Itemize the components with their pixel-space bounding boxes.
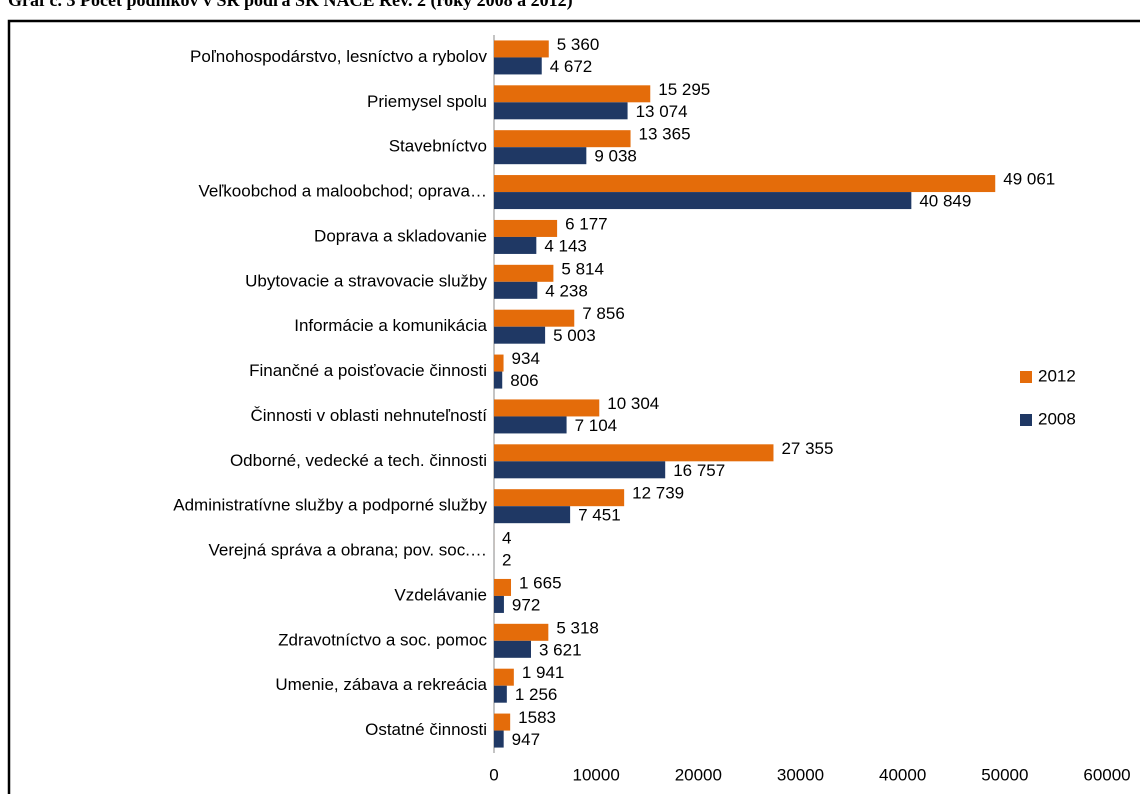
data-label: 6 177 bbox=[565, 214, 608, 233]
bar bbox=[494, 40, 549, 58]
bar bbox=[494, 668, 514, 686]
data-label: 3 621 bbox=[539, 640, 582, 659]
data-label: 49 061 bbox=[1003, 170, 1055, 189]
bar bbox=[494, 192, 912, 210]
x-tick-label: 30000 bbox=[777, 765, 824, 784]
bar bbox=[494, 461, 666, 479]
bar bbox=[494, 713, 511, 731]
bar bbox=[494, 130, 631, 148]
category-label: Administratívne služby a podporné služby bbox=[173, 496, 487, 515]
data-label: 4 672 bbox=[550, 57, 593, 76]
bar bbox=[494, 623, 549, 641]
x-tick-label: 60000 bbox=[1083, 765, 1130, 784]
x-tick-label: 20000 bbox=[675, 765, 722, 784]
bar bbox=[494, 175, 996, 193]
bar bbox=[494, 595, 504, 613]
x-tick-label: 50000 bbox=[981, 765, 1028, 784]
category-label: Priemysel spolu bbox=[367, 92, 487, 111]
legend-swatch bbox=[1020, 414, 1032, 426]
data-label: 1583 bbox=[518, 708, 556, 727]
data-label: 13 074 bbox=[636, 102, 688, 121]
bar bbox=[494, 236, 537, 254]
category-label: Činnosti v oblasti nehnuteľností bbox=[251, 406, 488, 425]
bar bbox=[494, 685, 507, 703]
category-label: Poľnohospodárstvo, lesníctvo a rybolov bbox=[190, 47, 487, 66]
bar bbox=[494, 57, 542, 75]
bar bbox=[494, 416, 567, 434]
bar bbox=[494, 399, 600, 417]
bar bbox=[494, 281, 538, 299]
bar bbox=[494, 102, 628, 120]
bar bbox=[494, 219, 558, 237]
category-label: Odborné, vedecké a tech. činnosti bbox=[230, 451, 487, 470]
bar bbox=[494, 309, 575, 327]
data-label: 27 355 bbox=[781, 439, 833, 458]
bar bbox=[494, 264, 554, 282]
category-label: Doprava a skladovanie bbox=[314, 226, 487, 245]
category-label: Verejná správa a obrana; pov. soc.… bbox=[209, 541, 487, 560]
data-label: 1 665 bbox=[519, 573, 562, 592]
legend-swatch bbox=[1020, 371, 1032, 383]
data-label: 5 318 bbox=[556, 618, 599, 637]
bar bbox=[494, 147, 587, 165]
data-label: 5 003 bbox=[553, 326, 596, 345]
bar bbox=[494, 506, 571, 524]
chart-title: Graf č. 3 Počet podnikov v SR podľa SK N… bbox=[8, 0, 573, 11]
data-label: 13 365 bbox=[639, 125, 691, 144]
data-label: 15 295 bbox=[658, 80, 710, 99]
data-label: 4 143 bbox=[544, 236, 587, 255]
legend-label: 2012 bbox=[1038, 366, 1076, 385]
data-label: 4 238 bbox=[545, 281, 588, 300]
data-label: 4 bbox=[502, 529, 511, 548]
x-tick-label: 10000 bbox=[573, 765, 620, 784]
bar bbox=[494, 640, 531, 658]
data-label: 5 360 bbox=[557, 35, 600, 54]
category-label: Veľkoobchod a maloobchod; oprava… bbox=[199, 182, 488, 201]
data-label: 7 104 bbox=[575, 416, 618, 435]
bar bbox=[494, 371, 503, 389]
data-label: 7 856 bbox=[582, 304, 625, 323]
category-label: Informácie a komunikácia bbox=[294, 316, 487, 335]
chart-frame bbox=[7, 19, 1140, 794]
data-label: 5 814 bbox=[561, 259, 604, 278]
data-label: 947 bbox=[512, 730, 540, 749]
data-label: 40 849 bbox=[919, 192, 971, 211]
bar bbox=[494, 326, 546, 344]
legend-label: 2008 bbox=[1038, 409, 1076, 428]
bar bbox=[494, 444, 774, 462]
data-label: 9 038 bbox=[594, 147, 637, 166]
data-label: 16 757 bbox=[673, 461, 725, 480]
category-label: Vzdelávanie bbox=[394, 585, 487, 604]
x-tick-label: 0 bbox=[489, 765, 498, 784]
data-label: 1 941 bbox=[522, 663, 565, 682]
data-label: 1 256 bbox=[515, 685, 558, 704]
bar bbox=[494, 730, 504, 748]
category-label: Zdravotníctvo a soc. pomoc bbox=[278, 630, 487, 649]
category-label: Ostatné činnosti bbox=[365, 720, 487, 739]
data-label: 12 739 bbox=[632, 484, 684, 503]
data-label: 806 bbox=[510, 371, 538, 390]
category-label: Finančné a poisťovacie činnosti bbox=[249, 361, 487, 380]
x-tick-label: 40000 bbox=[879, 765, 926, 784]
data-label: 2 bbox=[502, 551, 511, 570]
category-label: Stavebníctvo bbox=[389, 137, 487, 156]
bar bbox=[494, 578, 512, 596]
data-label: 972 bbox=[512, 595, 540, 614]
bar bbox=[494, 354, 504, 372]
bar bbox=[494, 489, 625, 507]
category-label: Ubytovacie a stravovacie služby bbox=[245, 271, 487, 290]
bar bbox=[494, 85, 651, 103]
data-label: 934 bbox=[512, 349, 540, 368]
data-label: 10 304 bbox=[607, 394, 659, 413]
category-label: Umenie, zábava a rekreácia bbox=[275, 675, 487, 694]
data-label: 7 451 bbox=[578, 506, 621, 525]
